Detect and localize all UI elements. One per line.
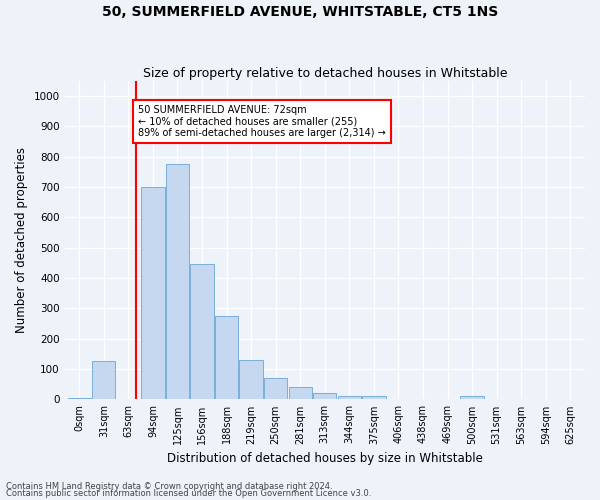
Bar bbox=[264, 378, 287, 400]
Text: 50, SUMMERFIELD AVENUE, WHITSTABLE, CT5 1NS: 50, SUMMERFIELD AVENUE, WHITSTABLE, CT5 … bbox=[102, 5, 498, 19]
Bar bbox=[190, 264, 214, 400]
Text: Contains public sector information licensed under the Open Government Licence v3: Contains public sector information licen… bbox=[6, 490, 371, 498]
Text: Contains HM Land Registry data © Crown copyright and database right 2024.: Contains HM Land Registry data © Crown c… bbox=[6, 482, 332, 491]
Bar bbox=[289, 388, 312, 400]
X-axis label: Distribution of detached houses by size in Whitstable: Distribution of detached houses by size … bbox=[167, 452, 483, 465]
Bar bbox=[460, 396, 484, 400]
Bar bbox=[92, 362, 115, 400]
Bar bbox=[338, 396, 361, 400]
Title: Size of property relative to detached houses in Whitstable: Size of property relative to detached ho… bbox=[143, 66, 507, 80]
Text: 50 SUMMERFIELD AVENUE: 72sqm
← 10% of detached houses are smaller (255)
89% of s: 50 SUMMERFIELD AVENUE: 72sqm ← 10% of de… bbox=[138, 105, 386, 138]
Bar bbox=[141, 187, 164, 400]
Bar bbox=[68, 398, 91, 400]
Bar bbox=[313, 393, 337, 400]
Bar bbox=[215, 316, 238, 400]
Bar bbox=[362, 396, 386, 400]
Bar bbox=[239, 360, 263, 400]
Bar bbox=[166, 164, 189, 400]
Y-axis label: Number of detached properties: Number of detached properties bbox=[15, 147, 28, 333]
